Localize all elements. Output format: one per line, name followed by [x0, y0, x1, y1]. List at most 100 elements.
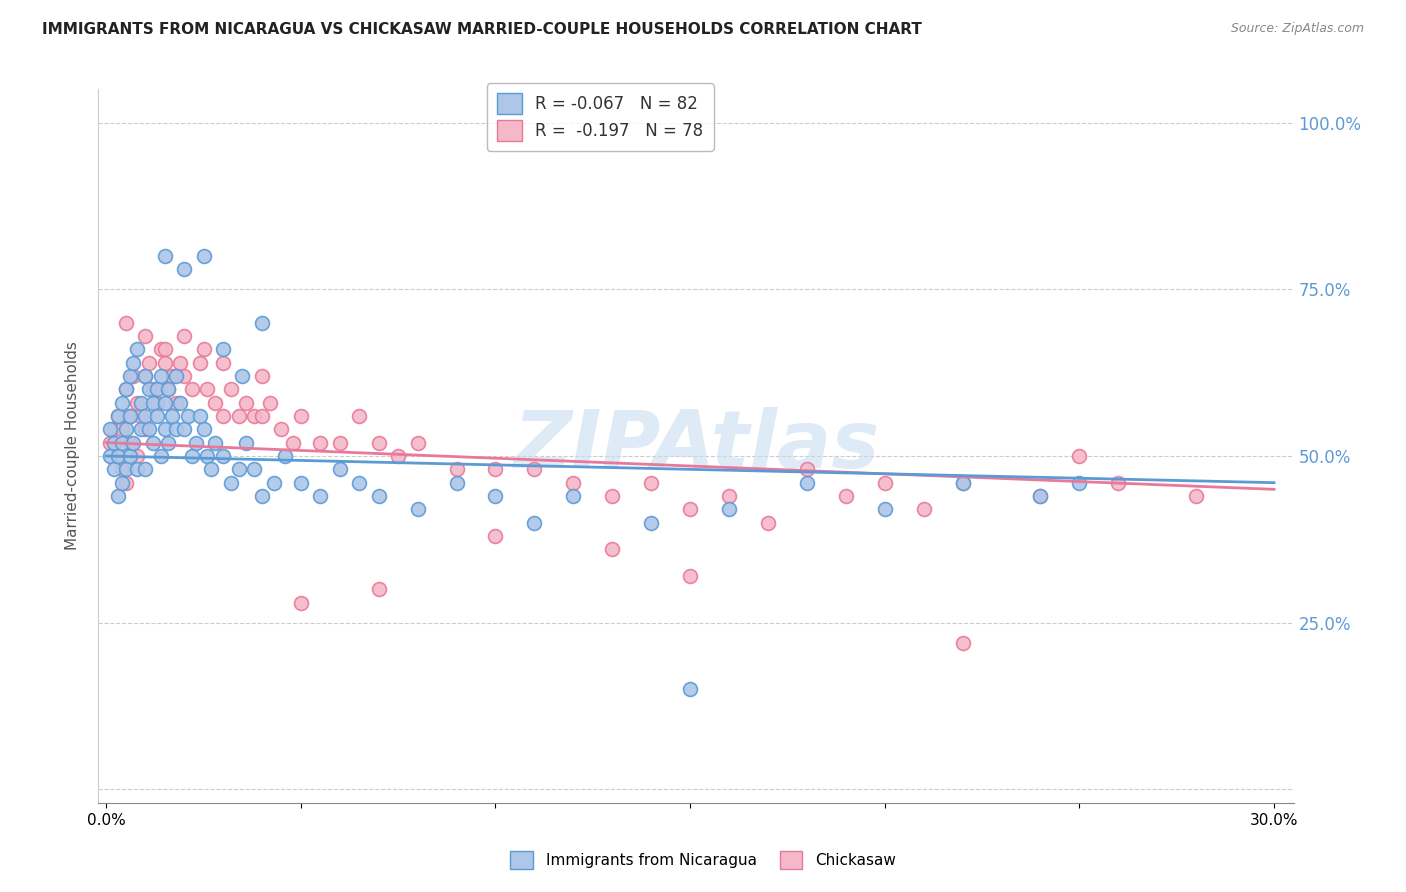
Point [129, 409, 152, 423]
Point [114, 475, 136, 490]
Point [118, 409, 141, 423]
Point [162, 409, 184, 423]
Point [122, 356, 145, 370]
Point [1107, 475, 1129, 490]
Point [387, 449, 409, 463]
Point [169, 356, 191, 370]
Point [197, 449, 219, 463]
Point [212, 356, 235, 370]
Point [309, 489, 332, 503]
Point [107, 409, 129, 423]
Point [235, 395, 257, 409]
Point [290, 475, 312, 490]
Point [484, 529, 506, 543]
Point [718, 489, 741, 503]
Point [114, 316, 136, 330]
Point [219, 382, 242, 396]
Point [103, 462, 125, 476]
Text: IMMIGRANTS FROM NICARAGUA VS CHICKASAW MARRIED-COUPLE HOUSEHOLDS CORRELATION CHA: IMMIGRANTS FROM NICARAGUA VS CHICKASAW M… [42, 22, 922, 37]
Text: Source: ZipAtlas.com: Source: ZipAtlas.com [1230, 22, 1364, 36]
Point [129, 395, 152, 409]
Point [114, 382, 136, 396]
Point [118, 368, 141, 383]
Point [107, 489, 129, 503]
Point [446, 475, 468, 490]
Point [204, 395, 226, 409]
Point [349, 409, 371, 423]
Point [679, 682, 702, 697]
Point [114, 382, 136, 396]
Point [718, 502, 741, 516]
Point [153, 343, 176, 357]
Point [134, 462, 156, 476]
Point [149, 368, 172, 383]
Point [134, 368, 156, 383]
Point [406, 502, 429, 516]
Point [274, 449, 297, 463]
Point [200, 462, 222, 476]
Point [204, 435, 226, 450]
Point [157, 435, 180, 450]
Point [796, 462, 818, 476]
Point [134, 409, 156, 423]
Point [562, 489, 585, 503]
Point [523, 516, 546, 530]
Point [952, 475, 974, 490]
Point [114, 422, 136, 436]
Point [142, 382, 165, 396]
Point [153, 249, 176, 263]
Point [329, 462, 352, 476]
Point [98, 435, 121, 450]
Point [169, 395, 191, 409]
Point [679, 502, 702, 516]
Point [122, 368, 145, 383]
Point [250, 489, 273, 503]
Point [173, 329, 195, 343]
Legend: Immigrants from Nicaragua, Chickasaw: Immigrants from Nicaragua, Chickasaw [505, 845, 901, 875]
Point [640, 475, 662, 490]
Point [952, 636, 974, 650]
Point [111, 435, 134, 450]
Point [349, 475, 371, 490]
Point [270, 422, 292, 436]
Point [142, 395, 165, 409]
Point [142, 435, 165, 450]
Point [157, 382, 180, 396]
Point [173, 368, 195, 383]
Point [219, 475, 242, 490]
Text: ZIPAtlas: ZIPAtlas [513, 407, 879, 485]
Point [446, 462, 468, 476]
Point [329, 435, 352, 450]
Point [180, 449, 202, 463]
Point [281, 435, 304, 450]
Point [212, 449, 235, 463]
Point [107, 409, 129, 423]
Point [212, 343, 235, 357]
Legend: R = -0.067   N = 82, R =  -0.197   N = 78: R = -0.067 N = 82, R = -0.197 N = 78 [486, 83, 714, 151]
Point [173, 262, 195, 277]
Point [1069, 475, 1091, 490]
Point [138, 356, 160, 370]
Point [367, 435, 389, 450]
Point [228, 409, 250, 423]
Point [180, 382, 202, 396]
Point [177, 409, 200, 423]
Point [138, 382, 160, 396]
Point [188, 356, 211, 370]
Point [165, 422, 187, 436]
Point [250, 368, 273, 383]
Point [157, 382, 180, 396]
Point [406, 435, 429, 450]
Point [153, 422, 176, 436]
Point [231, 368, 253, 383]
Point [173, 422, 195, 436]
Point [103, 435, 125, 450]
Point [111, 462, 134, 476]
Point [127, 343, 149, 357]
Point [873, 502, 896, 516]
Point [165, 395, 187, 409]
Point [188, 409, 211, 423]
Point [127, 395, 149, 409]
Point [184, 435, 207, 450]
Point [912, 502, 935, 516]
